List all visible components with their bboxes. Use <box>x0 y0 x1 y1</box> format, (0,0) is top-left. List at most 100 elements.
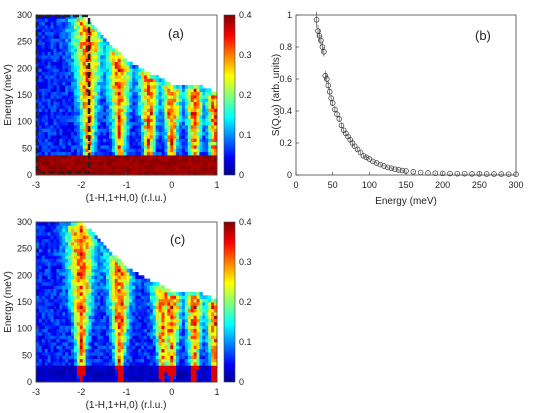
heatmap-cell <box>179 88 183 93</box>
heatmap-cell <box>176 355 180 360</box>
heatmap-cell <box>117 258 122 263</box>
heatmap-cell <box>91 135 95 139</box>
heatmap-cell <box>155 151 160 156</box>
heatmap-cell <box>155 335 160 340</box>
heatmap-cell <box>187 325 192 330</box>
heatmap-cell <box>144 131 148 136</box>
heatmap-cell <box>38 48 43 53</box>
heatmap-cell <box>187 352 192 356</box>
heatmap-cell <box>135 355 139 360</box>
heatmap-cell <box>126 71 130 76</box>
heatmap-cell <box>117 358 122 363</box>
heatmap-cell <box>149 372 154 376</box>
heatmap-cell <box>62 135 66 139</box>
heatmap-cell <box>161 98 165 103</box>
heatmap-cell <box>152 352 157 356</box>
heatmap-cell <box>205 108 209 113</box>
heatmap-cell <box>56 265 60 270</box>
heatmap-cell <box>123 148 127 153</box>
heatmap-cell <box>120 282 124 286</box>
heatmap-cell <box>68 48 72 53</box>
heatmap-cell <box>111 78 116 83</box>
heatmap-cell <box>164 91 168 96</box>
heatmap-cell <box>211 328 215 333</box>
heatmap-cell <box>100 345 104 350</box>
heatmap-cell <box>36 285 40 290</box>
heatmap-cell <box>144 282 148 286</box>
heatmap-cell <box>71 252 75 256</box>
heatmap-cell <box>126 305 130 310</box>
heatmap-cell <box>173 125 177 129</box>
heatmap-cell <box>117 272 122 276</box>
data-point <box>403 168 409 174</box>
heatmap-cell <box>53 101 57 106</box>
heatmap-cell <box>214 138 218 143</box>
heatmap-cell <box>187 115 192 119</box>
heatmap-cell <box>88 228 92 233</box>
heatmap-cell <box>111 95 116 99</box>
heatmap-cell <box>82 101 87 106</box>
heatmap-cell <box>208 352 212 356</box>
heatmap-cell <box>155 352 160 356</box>
heatmap-cell <box>155 355 160 360</box>
heatmap-cell <box>62 111 66 116</box>
heatmap-cell <box>146 332 151 336</box>
heatmap-cell <box>126 118 130 123</box>
heatmap-cell <box>79 275 84 280</box>
heatmap-cell <box>135 135 139 139</box>
heatmap-cell <box>199 98 203 103</box>
heatmap-cell <box>106 355 110 360</box>
heatmap-cell <box>138 131 142 136</box>
heatmap-cell <box>167 335 171 340</box>
heatmap-cell <box>41 151 46 156</box>
heatmap-cell <box>138 325 142 330</box>
heatmap-cell <box>65 288 69 293</box>
heatmap-cell <box>103 252 107 256</box>
heatmap-cell <box>44 161 49 166</box>
heatmap-cell <box>91 28 95 33</box>
heatmap-cell <box>53 318 57 323</box>
heatmap-cell <box>161 78 165 83</box>
heatmap-cell <box>129 101 133 106</box>
data-point <box>329 100 336 106</box>
heatmap-cell <box>123 275 127 280</box>
heatmap-cell <box>53 71 57 76</box>
heatmap-cell <box>114 95 119 99</box>
heatmap-cell <box>59 25 63 29</box>
heatmap-cell <box>123 71 127 76</box>
heatmap-cell <box>91 275 95 280</box>
heatmap-cell <box>214 135 218 139</box>
heatmap-cell <box>126 88 130 93</box>
heatmap-cell <box>47 292 51 296</box>
heatmap-cell <box>117 51 122 56</box>
heatmap-cell <box>146 315 151 320</box>
heatmap-cell <box>44 248 49 253</box>
heatmap-cell <box>138 358 142 363</box>
heatmap-cell <box>91 235 95 240</box>
heatmap-cell <box>199 332 203 336</box>
heatmap-cell <box>214 352 218 356</box>
heatmap-cell <box>193 335 197 340</box>
heatmap-cell <box>193 145 197 149</box>
heatmap-cell <box>94 268 98 273</box>
heatmap-cell <box>161 85 165 89</box>
heatmap-cell <box>65 285 69 290</box>
heatmap-cell <box>73 342 78 346</box>
heatmap-cell <box>176 318 180 323</box>
heatmap-cell <box>176 98 180 103</box>
heatmap-cell <box>85 295 89 300</box>
heatmap-cell <box>214 338 218 343</box>
heatmap-cell <box>129 141 133 146</box>
heatmap-cell <box>158 305 162 310</box>
heatmap-cell <box>71 75 75 79</box>
heatmap-cell <box>50 35 54 39</box>
heatmap-cell <box>103 58 107 63</box>
heatmap-cell <box>141 91 145 96</box>
colorbar-tick-label: 0.2 <box>239 297 252 307</box>
data-point <box>325 82 332 89</box>
heatmap-cell <box>187 332 192 336</box>
heatmap-cell <box>82 118 87 123</box>
heatmap-cell <box>144 91 148 96</box>
heatmap-cell <box>135 88 139 93</box>
heatmap-cell <box>193 98 197 103</box>
